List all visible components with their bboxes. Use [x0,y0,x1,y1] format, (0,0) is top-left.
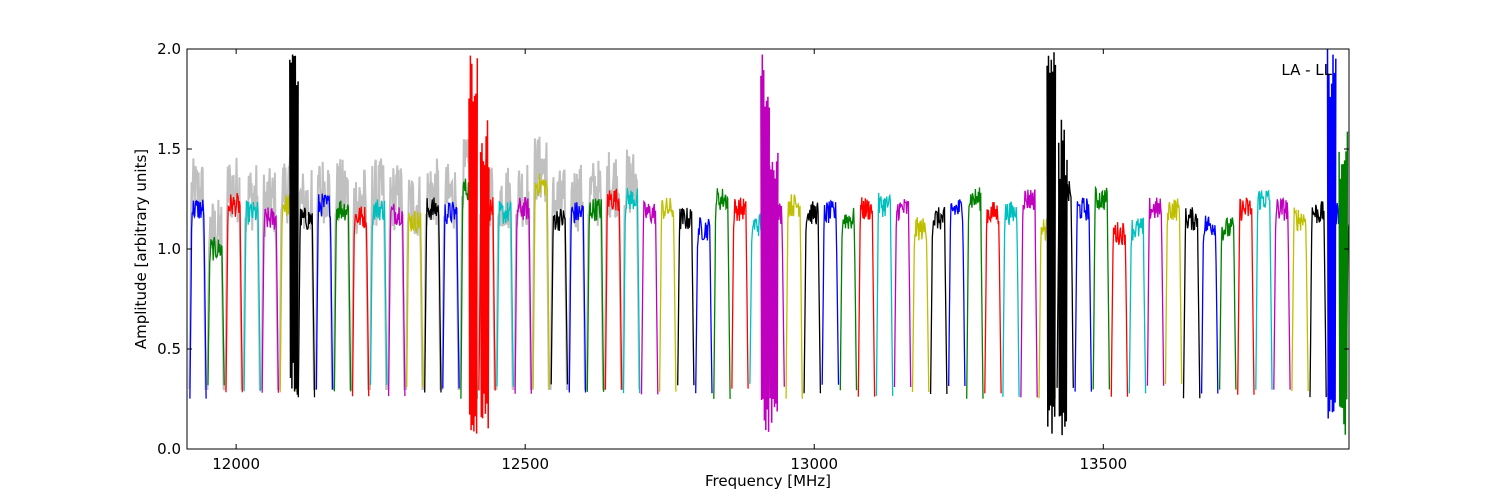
spike-line [1046,52,1057,434]
series-line [532,173,551,389]
series-line [1002,201,1020,397]
spike-line [1057,119,1068,436]
series-line [514,196,532,394]
series-line [1200,215,1219,394]
series-line [857,197,876,397]
y-axis-label: Amplitude [arbitrary units] [132,149,150,349]
series-line [911,217,930,393]
series-line [984,202,1002,394]
series-line [315,193,334,390]
series-line [1092,185,1111,390]
series-line [442,201,460,389]
series-line [875,192,894,396]
y-tick-label: 0.5 [157,340,181,358]
series-line [369,199,388,385]
series-line [677,207,695,386]
x-tick-label: 12000 [212,455,260,473]
series-line [586,198,605,392]
series-line [189,199,207,399]
series-line [1291,207,1309,392]
background-trace [188,136,641,390]
y-tick-label: 1.5 [157,140,181,158]
spike-line [1338,131,1349,435]
series-line [1309,201,1327,398]
series-line [1074,197,1093,392]
series-line [803,201,822,394]
series-line [929,206,948,395]
y-axis: 0.0 0.5 1.0 1.5 2.0 [157,40,1349,458]
series-layer [188,49,1398,436]
series-line [948,199,966,387]
series-line [1182,207,1201,399]
spike-line [760,54,771,432]
series-line [713,188,731,399]
series-line [406,210,424,388]
spike-line [468,55,479,434]
series-line [658,197,677,392]
spike-line [1326,49,1337,419]
series-line [1128,217,1147,394]
chart-annotation: LA - LL [1281,61,1332,79]
series-line [1237,197,1255,395]
series-line [387,203,406,397]
series-line [1020,189,1038,398]
series-line [1255,189,1273,390]
x-tick-label: 13500 [1079,455,1127,473]
series-line [297,207,316,398]
series-line [1146,197,1165,386]
series-line [243,199,261,392]
series-line [1110,222,1129,397]
x-axis-label: Frequency [MHz] [705,472,831,490]
y-tick-label: 1.0 [157,240,181,258]
series-line [1164,198,1183,384]
series-line [839,207,858,391]
x-tick-label: 12500 [501,455,549,473]
series-line [731,197,749,389]
series-line [351,206,370,397]
x-axis: 12000 12500 13000 13500 [212,49,1127,473]
spike-line [768,152,779,423]
spike-line [479,120,490,429]
series-line [821,199,840,385]
series-line [785,194,803,399]
series-line [225,193,243,393]
series-line [1364,208,1380,393]
series-line [207,236,225,386]
x-tick-label: 13000 [790,455,838,473]
series-line [568,202,587,393]
series-line [496,200,514,387]
series-line [261,207,280,393]
series-line [1218,217,1237,390]
series-line [604,188,623,390]
series-line [893,199,912,388]
series-line [1382,180,1398,390]
series-line [1273,196,1291,390]
series-line [640,199,659,395]
y-tick-label: 2.0 [157,40,181,58]
series-line [695,217,713,394]
spike-line [289,54,299,395]
series-line [966,187,984,399]
y-tick-label: 0.0 [157,440,181,458]
series-line [550,208,569,385]
series-line [333,200,352,392]
series-line [424,197,442,393]
series-line [622,187,641,394]
